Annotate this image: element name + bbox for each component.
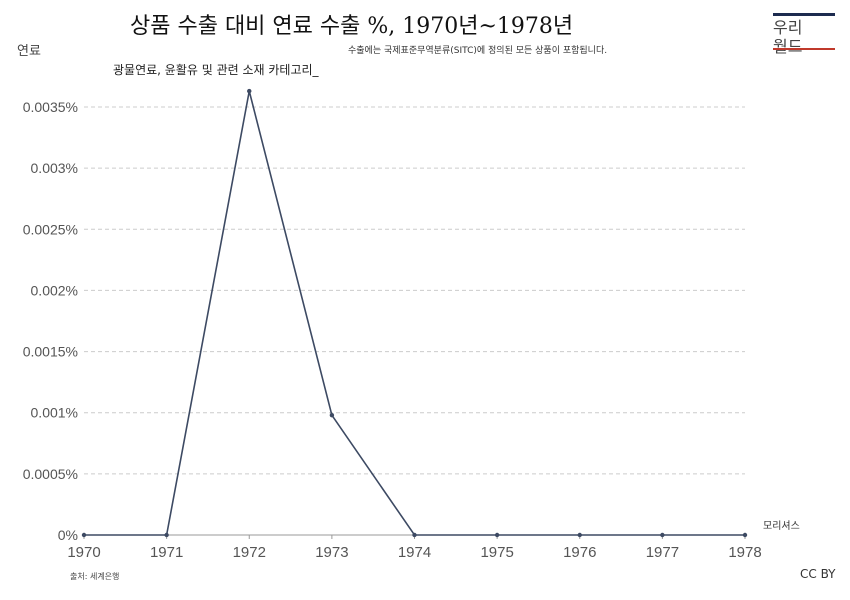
x-tick-label: 1977: [646, 544, 679, 561]
data-point: [247, 88, 252, 94]
chart-note: 수출에는 국제표준무역분류(SITC)에 정의된 모든 상품이 포함됩니다.: [348, 46, 608, 56]
license-label: CC BY: [800, 567, 836, 581]
data-point: [742, 532, 748, 538]
x-tick-label: 1974: [398, 544, 431, 561]
x-tick-label: 1976: [563, 544, 596, 561]
brand-logo: 우리 월드: [773, 13, 835, 56]
data-point: [81, 532, 87, 538]
y-tick-label: 0.0035%: [23, 99, 78, 115]
y-tick-label: 0.0025%: [23, 221, 78, 237]
data-point: [329, 412, 335, 418]
logo-bar: [773, 13, 835, 16]
data-point: [660, 532, 665, 538]
x-tick-label: 1975: [480, 544, 513, 561]
chart-title: 상품 수출 대비 연료 수출 %, 1970년~1978년: [130, 14, 574, 39]
logo-text-line2-label: 월드: [773, 37, 803, 56]
chart-subtitle: 광물연료, 윤활유 및 관련 소재 카테고리_: [113, 63, 319, 77]
source-note: 출처: 세계은행: [70, 572, 120, 581]
data-point: [577, 532, 582, 538]
y-tick-label: 0.002%: [31, 282, 78, 298]
x-tick-label: 1971: [150, 544, 183, 561]
y-tick-label: 0%: [58, 527, 78, 543]
x-tick-label: 1970: [67, 544, 100, 561]
x-tick-label: 1978: [728, 544, 761, 561]
x-tick-label: 1972: [233, 544, 266, 561]
y-tick-label: 0.001%: [31, 405, 78, 421]
data-point: [412, 532, 417, 538]
data-point: [164, 532, 169, 538]
y-tick-label: 0.0005%: [23, 466, 78, 482]
logo-strike: [773, 48, 835, 50]
y-axis-title: 연료: [17, 44, 41, 59]
x-tick-label: 1973: [315, 544, 348, 561]
logo-text-line1: 우리: [773, 18, 803, 37]
data-point: [494, 532, 500, 538]
series-label: 모리셔스: [763, 520, 800, 532]
logo-text-line2: 월드: [773, 38, 835, 56]
y-tick-label: 0.003%: [31, 160, 78, 176]
y-tick-label: 0.0015%: [23, 344, 78, 360]
series-line: [84, 90, 745, 536]
